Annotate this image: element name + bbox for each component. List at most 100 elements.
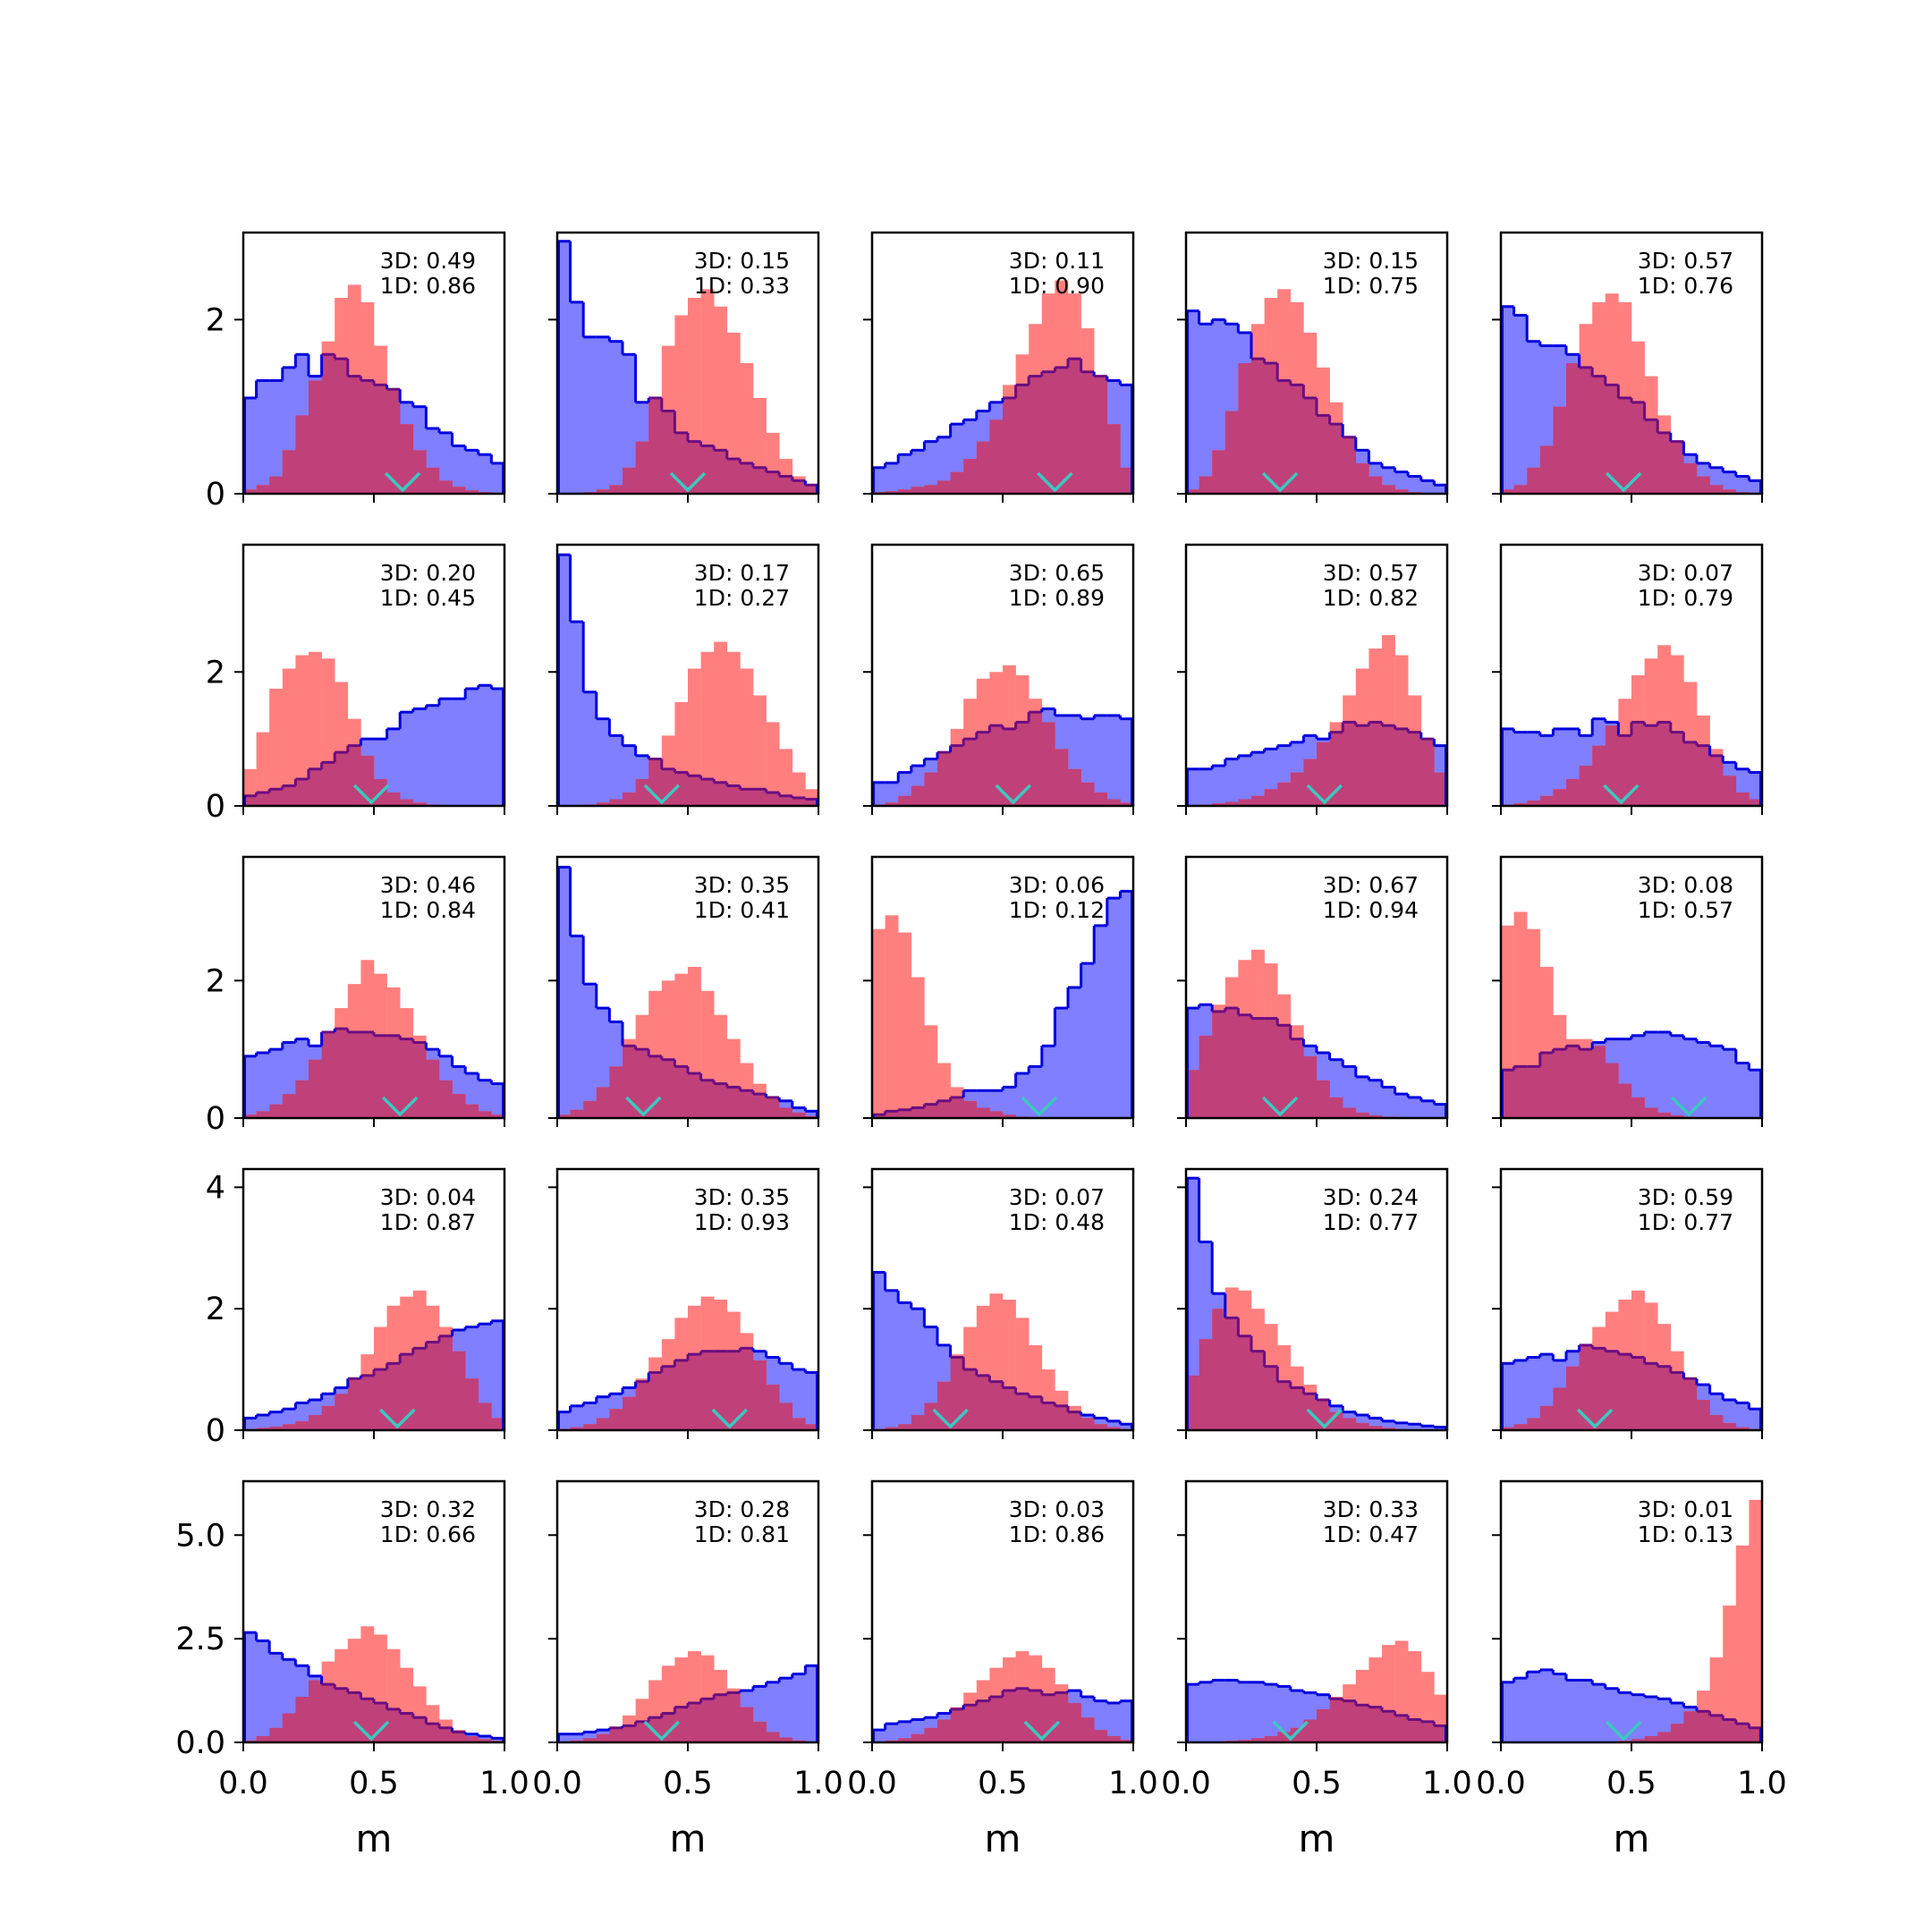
overlap-bar [1382, 1428, 1395, 1430]
overlap-bar [1224, 411, 1239, 494]
overlap-bar [1251, 1351, 1265, 1430]
overlap-bar [1238, 799, 1252, 806]
overlap-bar [766, 1097, 780, 1118]
label-1d: 1D: 0.82 [1323, 585, 1419, 611]
overlap-bar [335, 1394, 349, 1430]
overlap-bar [1382, 725, 1395, 806]
overlap-bar [976, 441, 990, 494]
overlap-bar [950, 471, 964, 494]
overlap-bar [924, 772, 938, 806]
overlap-bar [924, 1402, 938, 1430]
median-marker [1021, 1096, 1058, 1117]
overlap-bar [386, 1708, 401, 1742]
overlap-bar [1592, 1046, 1606, 1118]
red-bar [714, 641, 728, 806]
overlap-bar [674, 1707, 689, 1742]
overlap-bar [911, 785, 925, 806]
overlap-bar [805, 799, 818, 806]
overlap-bar [963, 1369, 978, 1430]
overlap-bar [1670, 732, 1684, 806]
overlap-bar [1355, 1422, 1369, 1430]
overlap-bar [740, 462, 754, 494]
overlap-bar [700, 779, 715, 806]
overlap-bar [400, 1354, 414, 1430]
overlap-bar [1329, 1699, 1343, 1742]
overlap-bar [989, 1381, 1004, 1430]
label-1d: 1D: 0.94 [1323, 897, 1419, 923]
overlap-bar [1212, 450, 1226, 494]
overlap-bar [1317, 1708, 1330, 1742]
overlap-bar [256, 1111, 270, 1118]
overlap-bar [740, 1707, 754, 1742]
overlap-bar [1355, 1705, 1369, 1742]
y-tick-label: 2.5 [175, 1622, 225, 1657]
label-1d: 1D: 0.47 [1323, 1521, 1419, 1547]
label-3d: 3D: 0.35 [694, 1184, 790, 1210]
median-marker [379, 1408, 416, 1429]
overlap-bar [596, 1418, 610, 1430]
overlap-bar [1592, 1348, 1606, 1430]
overlap-bar [1408, 1719, 1422, 1742]
overlap-bar [950, 745, 964, 806]
overlap-bar [1003, 1387, 1016, 1430]
label-3d: 3D: 0.65 [1009, 560, 1105, 586]
overlap-bar [1212, 803, 1226, 806]
overlap-bar [1094, 1424, 1108, 1430]
x-tick-label: 0.5 [663, 1766, 713, 1801]
overlap-bar [885, 1427, 899, 1430]
overlap-bar [321, 354, 335, 494]
overlap-bar [1566, 1046, 1580, 1118]
overlap-bar [374, 1035, 387, 1118]
overlap-bar [1068, 768, 1081, 806]
overlap-bar [661, 411, 675, 494]
overlap-bar [439, 1727, 453, 1742]
overlap-bar [1657, 1732, 1672, 1742]
overlap-bar [400, 799, 414, 806]
overlap-bar [648, 1055, 663, 1118]
overlap-bar [924, 485, 938, 494]
overlap-bar [583, 1424, 597, 1430]
overlap-bar [1068, 359, 1081, 494]
y-tick-label: 2 [206, 655, 225, 691]
overlap-bar [1709, 1715, 1724, 1742]
x-axis-label: m [1299, 1817, 1335, 1860]
overlap-bar [1631, 1097, 1645, 1118]
overlap-bar [1329, 1097, 1343, 1118]
overlap-bar [491, 1114, 504, 1118]
label-1d: 1D: 0.75 [1323, 273, 1419, 299]
overlap-bar [282, 1713, 296, 1742]
label-1d: 1D: 0.81 [694, 1521, 790, 1547]
label-1d: 1D: 0.77 [1323, 1209, 1419, 1235]
overlap-bar [1277, 1025, 1292, 1118]
overlap-bar [1618, 1083, 1632, 1118]
overlap-bar [295, 779, 309, 806]
label-3d: 3D: 0.08 [1638, 872, 1733, 898]
overlap-bar [1080, 1717, 1095, 1742]
overlap-bar [1644, 1107, 1658, 1118]
overlap-bar [1368, 1426, 1383, 1430]
overlap-bar [1644, 725, 1658, 806]
overlap-bar [386, 389, 401, 494]
overlap-bar [623, 1396, 636, 1430]
overlap-bar [583, 1738, 597, 1742]
overlap-bar [1303, 1719, 1318, 1742]
overlap-bar [609, 1409, 623, 1430]
overlap-bar [1355, 1112, 1369, 1118]
y-tick-label: 2 [206, 1292, 225, 1327]
overlap-bar [1238, 1335, 1252, 1430]
label-1d: 1D: 0.66 [380, 1521, 476, 1547]
y-tick-label: 5.0 [175, 1518, 225, 1554]
x-tick-label: 1.0 [793, 1766, 843, 1801]
x-tick-label: 0.5 [1292, 1766, 1342, 1801]
overlap-bar [1735, 1724, 1750, 1742]
overlap-bar [1094, 1730, 1108, 1742]
overlap-bar [1553, 406, 1567, 494]
